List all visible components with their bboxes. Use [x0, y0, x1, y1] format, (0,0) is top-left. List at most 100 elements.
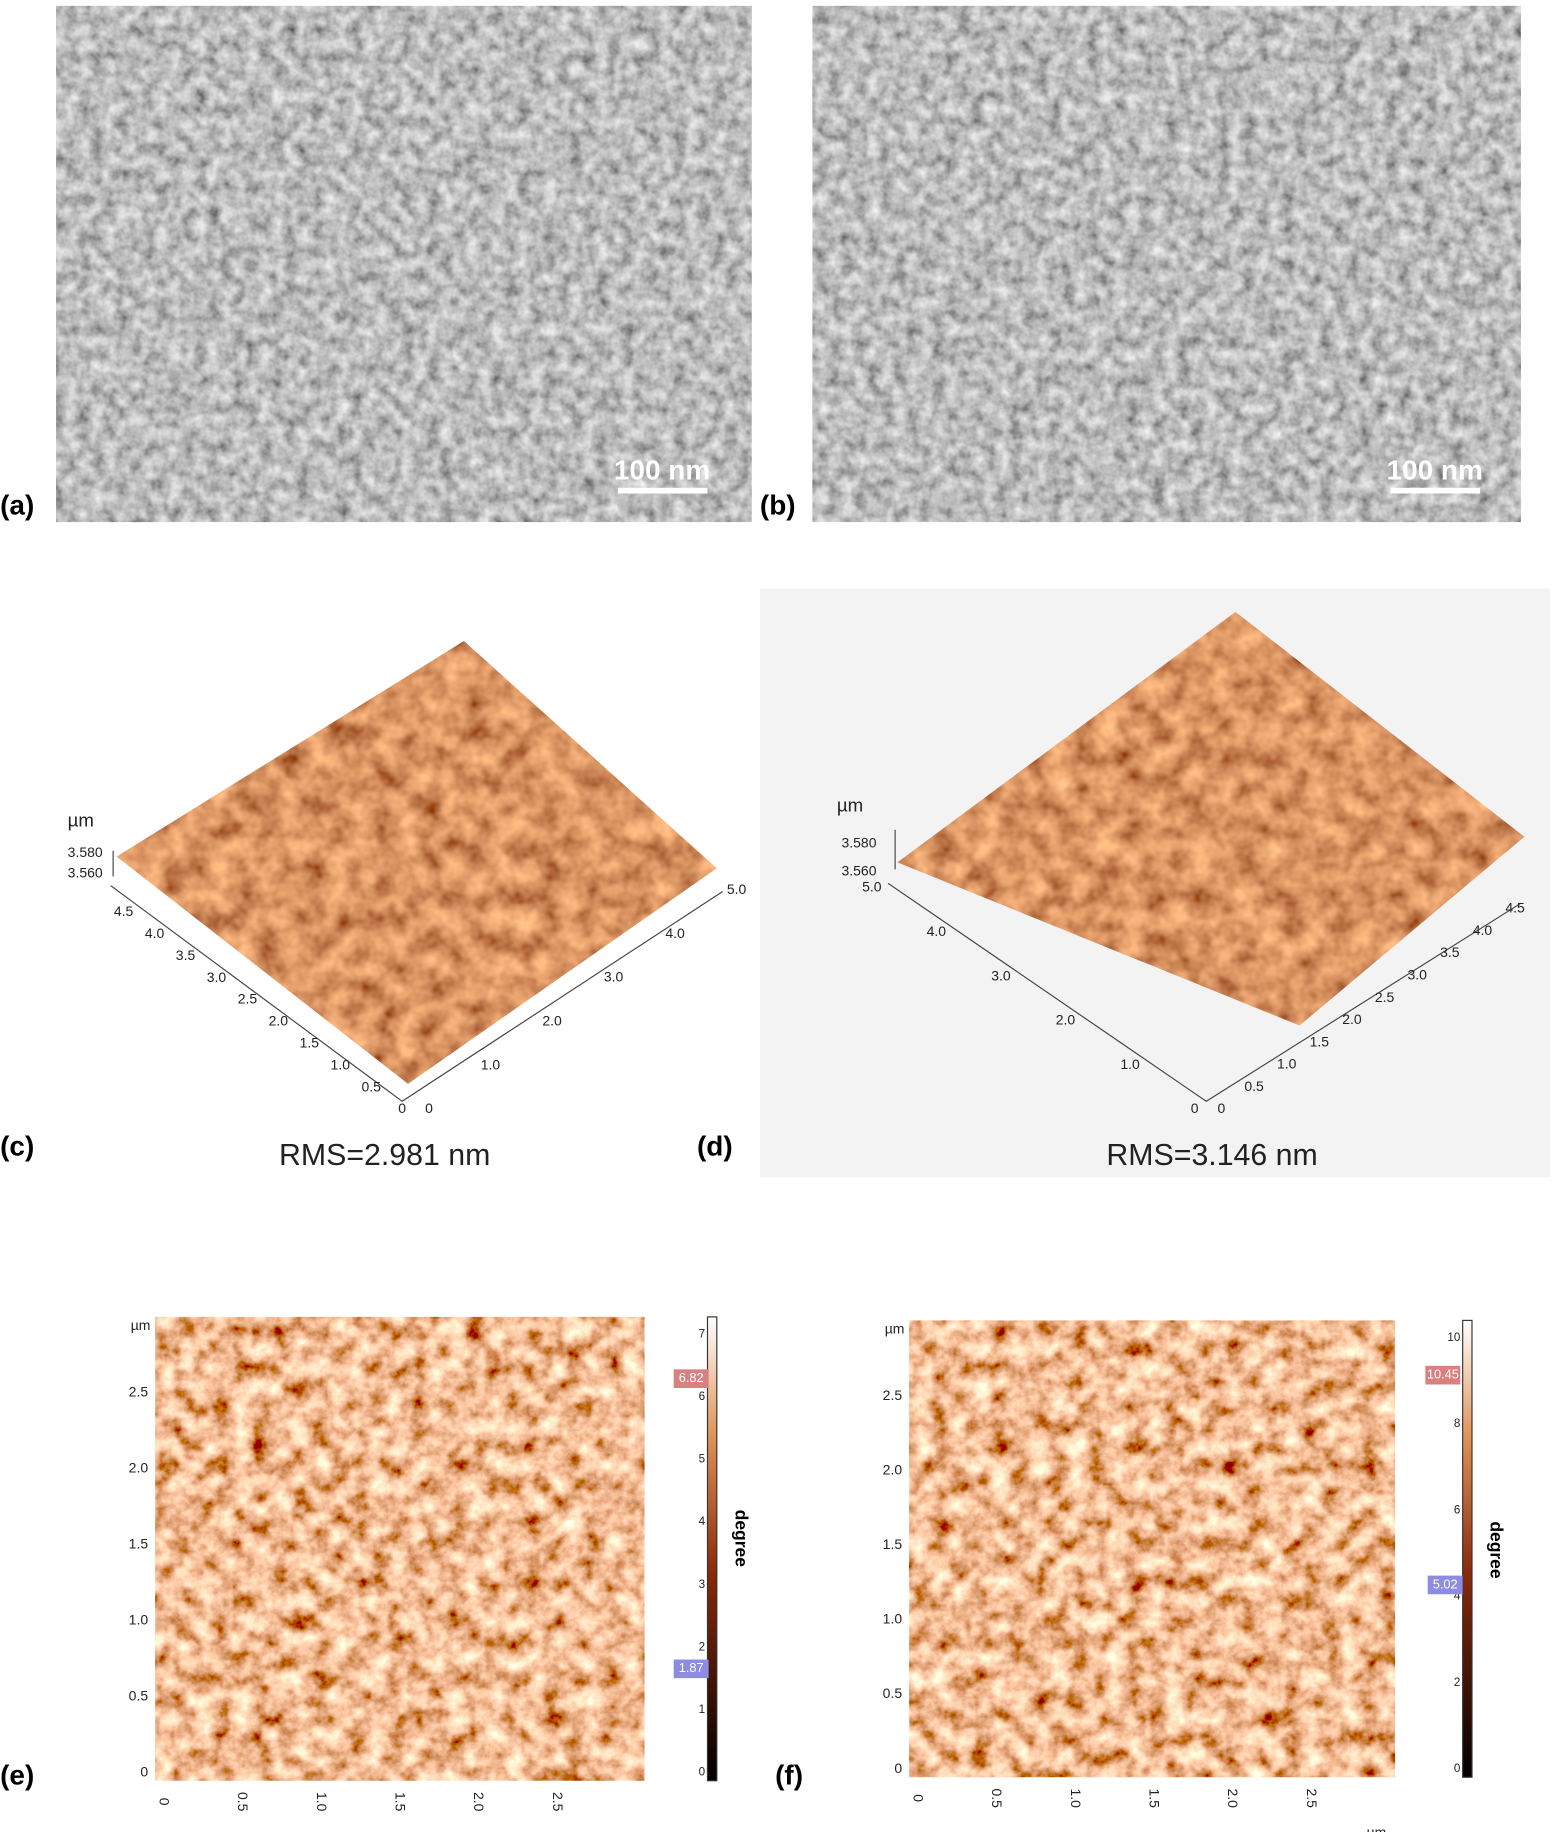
x-tick-label: 2.0	[1225, 1788, 1241, 1808]
y-tick-label: 2.0	[883, 1461, 903, 1477]
axis-tick-label: 1.5	[1310, 1033, 1330, 1049]
x-unit: µm	[616, 1827, 636, 1832]
y-tick-label: 1.0	[129, 1611, 149, 1627]
z-tick-label: 3.560	[68, 865, 103, 881]
y-tick-label: 1.5	[129, 1535, 149, 1551]
axis-tick-label: 3.5	[176, 947, 196, 963]
x-tick-label: 2.0	[471, 1792, 487, 1812]
panel-label: (c)	[0, 1130, 34, 1161]
axis-tick-label: 3.5	[1440, 944, 1460, 960]
x-tick-label: 0.5	[989, 1788, 1005, 1808]
x-tick-label: 1.5	[393, 1792, 409, 1812]
x-tick-label: 1.5	[1147, 1788, 1163, 1808]
afm-surface	[116, 640, 717, 1084]
axis-tick-label: 1.0	[481, 1056, 501, 1072]
colorbar	[1462, 1319, 1473, 1778]
axis-tick-label: 1.5	[300, 1034, 320, 1050]
y-tick-label: 2.5	[883, 1387, 903, 1403]
axis-tick-label: 1.0	[1120, 1056, 1140, 1072]
axis-tick-label: 4.0	[1473, 922, 1493, 938]
colorbar-label: degree	[1487, 1521, 1507, 1579]
marker-box	[1425, 1365, 1461, 1385]
axis-tick-label: 5.0	[862, 879, 882, 895]
x-tick-label: 2.5	[550, 1792, 566, 1812]
y-tick-label: 0.5	[129, 1687, 149, 1703]
z-tick-label: 3.580	[68, 844, 103, 860]
sem-image	[56, 5, 752, 523]
axes	[110, 829, 1522, 1103]
x-tick-label: 2.5	[1304, 1788, 1320, 1808]
axis-tick-label: 4.0	[145, 925, 165, 941]
y-tick-label: 2.5	[129, 1383, 149, 1399]
x-tick-label: 0	[157, 1798, 173, 1806]
axis-tick-label: 2.0	[1342, 1011, 1362, 1027]
colorbar-tick-label: 7	[699, 1327, 705, 1340]
axis-tick-label: 4.5	[114, 903, 134, 919]
x-tick-label: 0	[911, 1794, 927, 1802]
rms-caption: RMS=3.146 nm	[1106, 1139, 1317, 1172]
scale-bar-label: 100 nm	[1387, 454, 1483, 485]
colorbar-tick-label: 8	[1454, 1417, 1460, 1430]
colorbar-tick-label: 5	[699, 1453, 705, 1466]
panel-label: (b)	[760, 489, 796, 520]
colorbar-tick-label: 4	[1454, 1590, 1461, 1603]
y-tick-label: 1.5	[883, 1536, 903, 1552]
rms-caption: RMS=2.981 nm	[279, 1139, 490, 1172]
axis-tick-label: 0.5	[362, 1078, 382, 1094]
colorbar-tick-label: 6	[699, 1390, 705, 1403]
axis-tick-label: 4.5	[1505, 900, 1525, 916]
colorbar-tick-label: 0	[699, 1766, 706, 1779]
colorbar-tick-label: 3	[699, 1578, 705, 1591]
colorbar-label: degree	[731, 1510, 751, 1568]
panel-label: (e)	[0, 1760, 34, 1791]
y-unit: µm	[131, 1317, 151, 1333]
y-tick-label: 1.0	[883, 1611, 903, 1627]
axis-tick-label: 0	[1218, 1100, 1226, 1116]
marker-label: 6.82	[679, 1370, 704, 1385]
y-tick-label: 0	[894, 1760, 902, 1776]
axis-tick-label: 2.0	[1056, 1012, 1076, 1028]
z-tick-label: 3.560	[842, 862, 877, 878]
axis-tick-label: 2.5	[1375, 989, 1395, 1005]
y-unit: µm	[885, 1320, 905, 1336]
axis-tick-label: 0.5	[1244, 1078, 1264, 1094]
y-tick-label: 0	[140, 1763, 148, 1779]
afm-surface	[897, 611, 1525, 1026]
axis-tick-label: 5.0	[727, 881, 747, 897]
z-unit: µm	[837, 794, 863, 815]
y-tick-label: 2.0	[129, 1459, 149, 1475]
phase-image	[155, 1316, 645, 1781]
axis-tick-label: 1.0	[331, 1056, 351, 1072]
axis-tick-label: 2.5	[238, 991, 258, 1007]
axis-tick-label: 4.0	[927, 923, 947, 939]
z-unit: µm	[68, 810, 94, 831]
z-tick-label: 3.580	[842, 834, 877, 850]
colorbar-tick-label: 0	[1454, 1762, 1461, 1775]
colorbar-tick-label: 10	[1447, 1331, 1460, 1344]
scale-bar-label: 100 nm	[614, 454, 710, 485]
colorbar-tick-label: 4	[699, 1515, 706, 1528]
marker-label: 10.45	[1427, 1367, 1459, 1382]
marker-box	[673, 1659, 709, 1679]
colorbar-tick-label: 6	[1454, 1503, 1460, 1516]
marker-box	[1427, 1575, 1463, 1595]
y-tick-label: 0.5	[883, 1685, 903, 1701]
x-tick-label: 1.0	[314, 1792, 330, 1812]
panel-label: (f)	[775, 1760, 803, 1791]
marker-label: 5.02	[1433, 1576, 1458, 1591]
axis-tick-label: 3.0	[1408, 967, 1428, 983]
axis-tick-label: 0	[425, 1100, 433, 1116]
axis-tick-label: 3.0	[207, 969, 227, 985]
marker-box	[673, 1369, 709, 1388]
marker-label: 1.87	[679, 1660, 704, 1675]
axis-tick-label: 0	[398, 1100, 406, 1116]
axis-tick-label: 2.0	[542, 1013, 562, 1029]
panel-label: (a)	[0, 489, 34, 520]
colorbar-tick-label: 1	[699, 1703, 705, 1716]
colorbar-tick-label: 2	[699, 1640, 705, 1653]
sem-image	[812, 5, 1521, 523]
colorbar	[706, 1316, 718, 1782]
colorbar-tick-label: 2	[1454, 1676, 1460, 1689]
axis-tick-label: 0	[1191, 1100, 1199, 1116]
